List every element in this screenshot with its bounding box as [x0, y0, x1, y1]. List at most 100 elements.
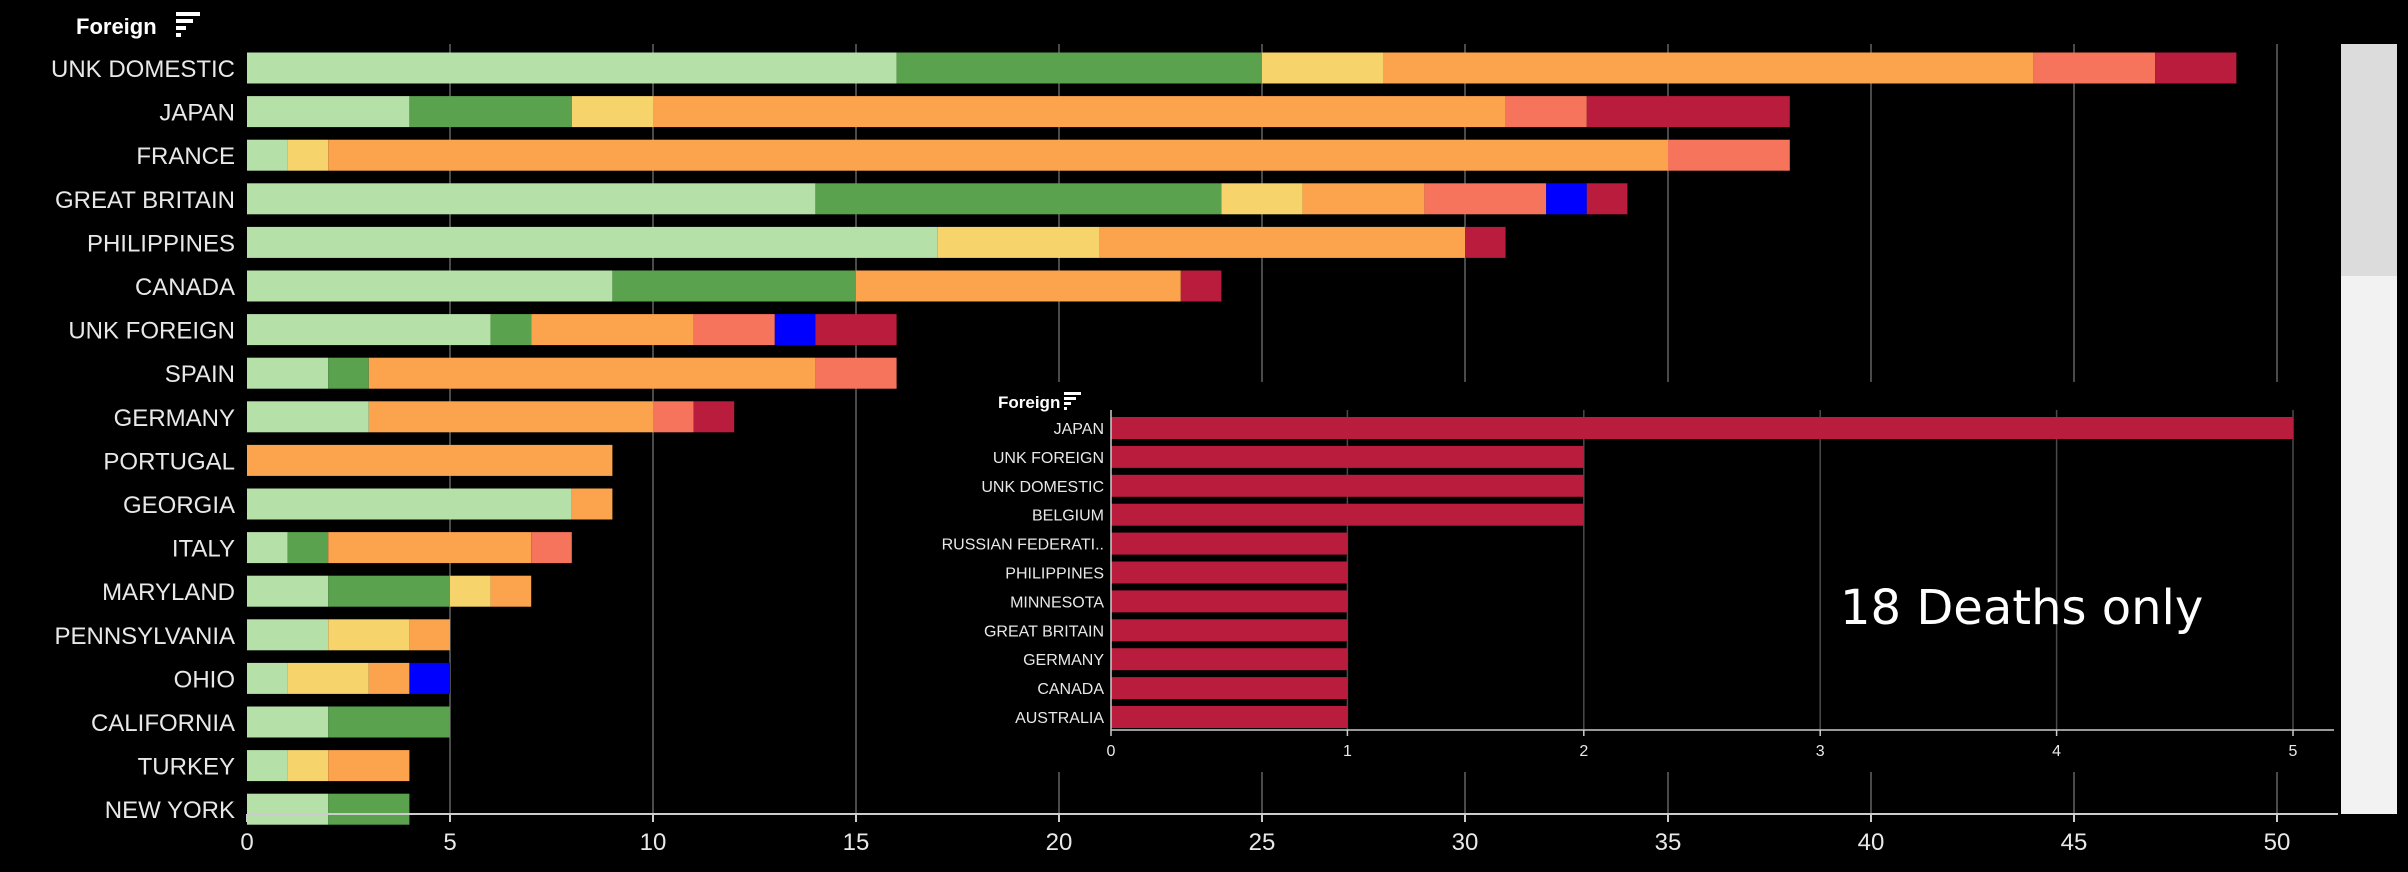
category-label: GEORGIA	[123, 492, 235, 519]
bar-segment[interactable]	[368, 662, 410, 694]
bar-segment[interactable]	[409, 96, 572, 128]
bar-segment[interactable]	[571, 488, 613, 520]
category-label: MARYLAND	[102, 579, 235, 606]
bar-segment[interactable]	[368, 401, 653, 433]
bar-segment[interactable]	[247, 750, 288, 782]
bar-segment[interactable]	[247, 444, 613, 476]
inset-bar[interactable]	[1111, 417, 2293, 439]
bar-segment[interactable]	[1586, 96, 1790, 128]
bar-segment[interactable]	[1099, 226, 1465, 258]
bar-segment[interactable]	[1302, 183, 1425, 215]
inset-bar[interactable]	[1111, 706, 1348, 728]
bar-segment[interactable]	[1424, 183, 1547, 215]
bar-segment[interactable]	[856, 270, 1181, 302]
bar-segment[interactable]	[247, 314, 491, 346]
bar-segment[interactable]	[247, 706, 329, 738]
bar-segment[interactable]	[2155, 52, 2237, 84]
scrollbar-track[interactable]	[2341, 44, 2397, 814]
bar-segment[interactable]	[328, 793, 410, 825]
bar-segment[interactable]	[1546, 183, 1587, 215]
bar-segment[interactable]	[815, 183, 1222, 215]
bar-segment[interactable]	[287, 139, 329, 171]
inset-chart-title[interactable]: Foreign	[998, 393, 1060, 412]
bar-segment[interactable]	[409, 662, 450, 694]
inset-bar[interactable]	[1111, 590, 1348, 613]
bar-segment[interactable]	[247, 488, 572, 520]
bar-segment[interactable]	[247, 357, 329, 389]
bar-segment[interactable]	[774, 314, 816, 346]
bar-segment[interactable]	[693, 401, 735, 433]
bar-segment[interactable]	[247, 270, 613, 302]
inset-category-label: MINNESOTA	[1010, 594, 1104, 611]
bar-segment[interactable]	[368, 357, 816, 389]
bar-segment[interactable]	[287, 532, 329, 564]
bar-segment[interactable]	[328, 619, 410, 651]
category-label: UNK FOREIGN	[68, 318, 235, 345]
x-tick-label: 35	[1655, 829, 1682, 856]
bar-segment[interactable]	[247, 183, 816, 215]
bar-segment[interactable]	[1586, 183, 1628, 215]
bar-segment[interactable]	[1505, 96, 1587, 128]
inset-bar[interactable]	[1111, 474, 1584, 497]
bar-segment[interactable]	[450, 575, 491, 607]
bar-segment[interactable]	[490, 575, 532, 607]
bar-segment[interactable]	[247, 52, 897, 84]
inset-bar[interactable]	[1111, 561, 1348, 584]
category-label: PENNSYLVANIA	[54, 623, 235, 650]
bar-segment[interactable]	[247, 575, 329, 607]
x-tick-label: 20	[1046, 829, 1073, 856]
bar-segment[interactable]	[328, 750, 410, 782]
bar-segment[interactable]	[571, 96, 653, 128]
scrollbar-thumb[interactable]	[2341, 44, 2397, 276]
inset-bar[interactable]	[1111, 648, 1348, 671]
bar-segment[interactable]	[531, 314, 694, 346]
bar-segment[interactable]	[247, 532, 288, 564]
bar-segment[interactable]	[815, 357, 897, 389]
inset-bar[interactable]	[1111, 619, 1348, 642]
bar-segment[interactable]	[1465, 226, 1506, 258]
bar-segment[interactable]	[693, 314, 775, 346]
bar-segment[interactable]	[653, 401, 694, 433]
bar-segment[interactable]	[815, 314, 897, 346]
inset-bar[interactable]	[1111, 503, 1584, 526]
main-chart-title[interactable]: Foreign	[76, 14, 157, 39]
inset-chart: Foreign JAPAN UNK FOREIGN UNK DOMESTIC BELG…	[938, 382, 2338, 772]
bar-segment[interactable]	[328, 706, 450, 738]
inset-bar[interactable]	[1111, 532, 1348, 555]
inset-bar[interactable]	[1111, 445, 1584, 468]
bar-segment[interactable]	[328, 575, 450, 607]
bar-segment[interactable]	[328, 532, 532, 564]
bar-segment[interactable]	[247, 226, 938, 258]
bar-segment[interactable]	[328, 357, 369, 389]
bar-segment[interactable]	[247, 793, 329, 825]
inset-category-label: UNK FOREIGN	[993, 450, 1104, 467]
inset-x-tick-label: 0	[1107, 743, 1116, 760]
bar-segment[interactable]	[247, 401, 369, 433]
bar-segment[interactable]	[409, 619, 450, 651]
bar-segment[interactable]	[247, 139, 288, 171]
bar-segment[interactable]	[287, 662, 369, 694]
bar-segment[interactable]	[612, 270, 856, 302]
bar-segment[interactable]	[896, 52, 1262, 84]
bar-segment[interactable]	[490, 314, 532, 346]
bar-segment[interactable]	[328, 139, 1669, 171]
bar-segment[interactable]	[1221, 183, 1303, 215]
sort-icon[interactable]	[176, 12, 200, 37]
bar-segment[interactable]	[247, 619, 329, 651]
inset-sort-icon[interactable]	[1064, 392, 1081, 410]
bar-segment[interactable]	[1262, 52, 1384, 84]
bar-segment[interactable]	[653, 96, 1506, 128]
bar-segment[interactable]	[531, 532, 572, 564]
bar-segment[interactable]	[2033, 52, 2156, 84]
category-label: PHILIPPINES	[87, 230, 235, 257]
bar-segment[interactable]	[1383, 52, 2034, 84]
bar-segment[interactable]	[1180, 270, 1222, 302]
bar-segment[interactable]	[287, 750, 329, 782]
bar-segment[interactable]	[247, 662, 288, 694]
bar-segment[interactable]	[1668, 139, 1790, 171]
category-label: ITALY	[172, 536, 235, 563]
bar-segment[interactable]	[247, 96, 410, 128]
deaths-annotation: 18 Deaths only	[1840, 580, 2204, 636]
bar-segment[interactable]	[937, 226, 1100, 258]
inset-bar[interactable]	[1111, 677, 1348, 700]
